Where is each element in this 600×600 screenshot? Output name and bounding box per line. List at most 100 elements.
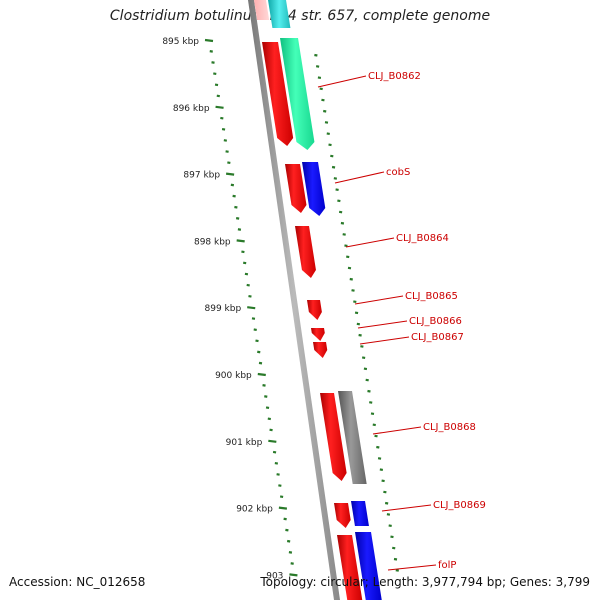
cds-cobS[interactable] [285, 164, 307, 213]
guide-dot [330, 154, 334, 158]
minor-tick [237, 228, 242, 231]
tick-label: 895 kbp [162, 37, 199, 47]
guide-dot [335, 188, 339, 191]
major-tick [268, 439, 277, 443]
gene-label-CLJ_B0865[interactable]: CLJ_B0865 [405, 291, 458, 302]
guide-dot [395, 569, 399, 572]
leader-line [372, 426, 422, 435]
major-tick [204, 38, 214, 43]
guide-dot [324, 121, 329, 124]
leader-line [354, 295, 404, 305]
guide-dot [346, 255, 350, 259]
minor-tick [209, 50, 213, 53]
minor-tick [288, 551, 293, 554]
minor-tick [262, 384, 266, 387]
gene-label-folP[interactable]: folP [438, 560, 456, 571]
leader-line [317, 75, 367, 88]
gene-cobS[interactable] [302, 162, 326, 216]
cds-CLJ_B0868[interactable] [320, 393, 347, 481]
minor-tick [264, 395, 268, 398]
minor-tick [285, 528, 289, 532]
guide-dot [377, 457, 382, 460]
guide-dot [367, 389, 371, 393]
feature-fragment-cyan[interactable] [268, 0, 291, 28]
gene-label-CLJ_B0869[interactable]: CLJ_B0869 [433, 500, 486, 511]
gene-folP[interactable] [355, 532, 382, 600]
gene-label-CLJ_B0867[interactable]: CLJ_B0867 [411, 332, 464, 343]
guide-dot [354, 311, 359, 315]
gene-label-CLJ_B0862[interactable]: CLJ_B0862 [368, 71, 421, 82]
minor-tick [267, 417, 271, 421]
gene-CLJ_B0869[interactable] [351, 501, 369, 526]
feature-fragment-pink[interactable] [254, 0, 270, 20]
leader-line [387, 564, 437, 571]
minor-tick [230, 183, 235, 187]
gene-label-CLJ_B0864[interactable]: CLJ_B0864 [396, 233, 449, 244]
cds-CLJ_B0862[interactable] [262, 42, 294, 146]
minor-tick [244, 272, 249, 276]
minor-tick [234, 205, 238, 209]
minor-tick [253, 328, 257, 332]
minor-tick [257, 350, 261, 354]
guide-dot [393, 557, 398, 561]
guide-dot [370, 412, 375, 415]
guide-dot [351, 289, 355, 292]
tick-label: 900 kbp [215, 371, 252, 381]
gene-labels: CLJ_B0862 cobS CLJ_B0864 CLJ_B0865 CLJ_B0866… [317, 71, 486, 571]
minor-tick [286, 539, 291, 543]
gene-CLJ_B0868[interactable] [338, 391, 367, 484]
guide-dot [372, 423, 376, 427]
guide-dot [342, 233, 346, 236]
gene-label-CLJ_B0868[interactable]: CLJ_B0868 [423, 422, 476, 433]
minor-tick [258, 361, 263, 365]
gene-CLJ_B0862[interactable] [280, 38, 315, 150]
leader-line [357, 320, 408, 329]
guide-dot [315, 65, 320, 68]
gene-CLJ_B0864[interactable] [295, 226, 316, 278]
feature-track [254, 0, 382, 600]
guide-dot [347, 266, 352, 270]
gene-CLJ_B0866[interactable] [311, 328, 325, 341]
minor-tick [265, 406, 270, 409]
minor-tick [227, 161, 231, 165]
leader-line [334, 171, 385, 184]
guide-dot [331, 165, 336, 169]
tick-label: 901 kbp [226, 438, 263, 448]
leader-line [381, 504, 432, 512]
minor-tick [225, 150, 229, 153]
major-tick [247, 306, 256, 310]
guide-dot [384, 501, 389, 505]
minor-tick [290, 562, 294, 565]
guide-dot [344, 244, 348, 247]
guide-dot [383, 490, 387, 494]
guide-dot [358, 333, 362, 337]
leader-line [359, 336, 410, 345]
minor-tick [216, 94, 220, 98]
minor-tick [246, 283, 250, 287]
minor-tick [272, 450, 277, 454]
minor-tick [251, 317, 256, 320]
gene-label-cobS[interactable]: cobS [386, 167, 410, 178]
guide-dot [356, 322, 361, 326]
accession-text: Accession: NC_012658 [9, 575, 146, 589]
tick-label: 903 [266, 571, 283, 581]
major-tick [215, 105, 224, 109]
guide-dot [353, 300, 357, 303]
minor-tick [241, 250, 245, 254]
gene-label-CLJ_B0866[interactable]: CLJ_B0866 [409, 316, 462, 327]
gene-CLJ_B0867[interactable] [313, 342, 328, 358]
cds-CLJ_B0869[interactable] [334, 503, 351, 528]
minor-tick [220, 116, 224, 120]
gene-CLJ_B0865[interactable] [307, 300, 322, 320]
ruler: 895 kbp 896 kbp 897 kbp 898 kbp 899 kbp 900 k… [162, 37, 399, 581]
guide-dot [340, 221, 345, 225]
minor-tick [235, 217, 240, 220]
leader-line [345, 237, 395, 248]
genome-summary: Topology: circular; Length: 3,977,794 bp… [260, 575, 590, 589]
cds-folP[interactable] [337, 535, 363, 600]
guide-dot [386, 513, 391, 516]
major-tick [236, 239, 245, 243]
minor-tick [279, 495, 284, 499]
guide-dot [326, 132, 330, 135]
